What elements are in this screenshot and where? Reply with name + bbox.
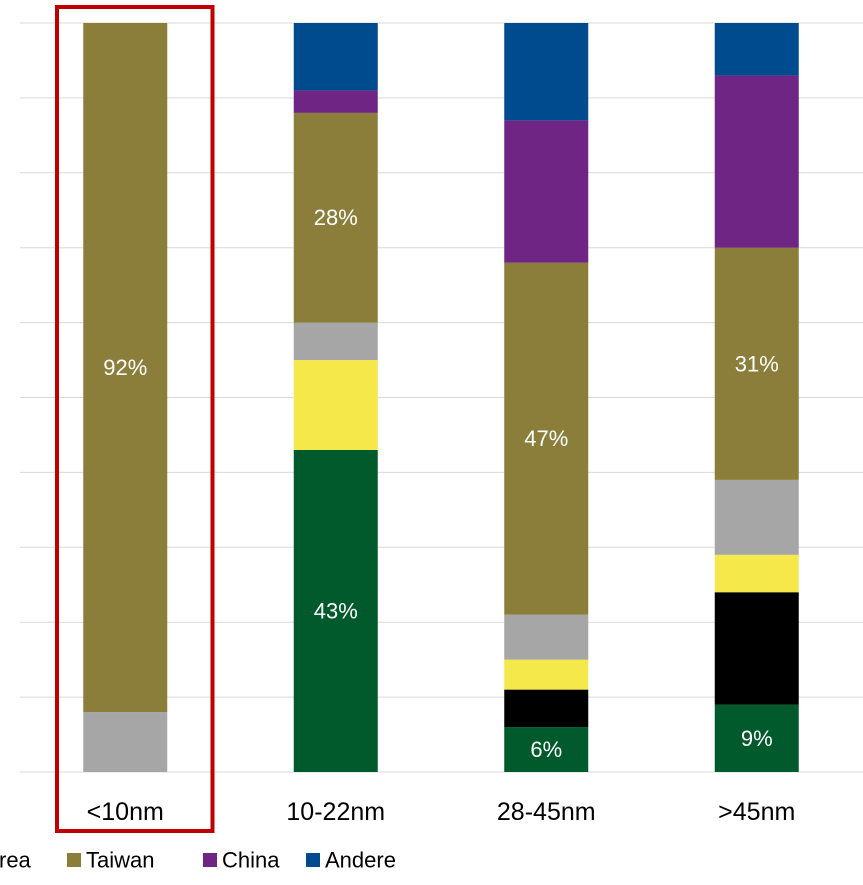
bar-segment-10-22nm-s3	[293, 360, 378, 450]
bar-segment-10nm-s4	[83, 712, 168, 772]
legend-label: China	[222, 848, 280, 873]
bar-segment-28-45nm-taiwan	[504, 262, 589, 615]
bar-segment-45nm-china	[714, 75, 799, 248]
bar-segment-28-45nm-s4	[504, 614, 589, 660]
data-label: 6%	[530, 737, 562, 762]
data-label: 31%	[735, 351, 779, 376]
data-label: 47%	[524, 426, 568, 451]
bar-segment-28-45nm-s1	[504, 727, 589, 772]
x-tick-label: <10nm	[87, 798, 164, 826]
data-labels: 92% 28% 43% 47% 6% 31% 9%	[103, 205, 779, 762]
data-label: 9%	[741, 726, 773, 751]
bar-segment-45nm-andere	[714, 23, 799, 76]
bar-segment-28-45nm-s3	[504, 659, 589, 690]
bar-segment-45nm-s2	[714, 592, 799, 705]
legend-swatch	[306, 853, 320, 867]
bar-segment-28-45nm-s2	[504, 689, 589, 728]
legend-label: Taiwan	[86, 848, 154, 873]
legend-swatch	[67, 853, 81, 867]
bar-stacks	[83, 23, 799, 772]
x-tick-label: >45nm	[718, 798, 795, 826]
bar-segment-10-22nm-china	[293, 90, 378, 113]
data-label: 28%	[314, 205, 358, 230]
bar-segment-10-22nm-s1	[293, 449, 378, 772]
bar-segment-45nm-s4	[714, 479, 799, 555]
bar-segment-10-22nm-taiwan	[293, 112, 378, 323]
x-tick-label: 28-45nm	[497, 798, 596, 826]
legend-label: rea	[0, 848, 32, 873]
highlight-box	[55, 5, 215, 833]
legend-swatch	[203, 853, 217, 867]
legend-label: Andere	[325, 848, 396, 873]
bar-segment-10nm-taiwan	[83, 23, 168, 713]
bar-segment-10-22nm-andere	[293, 23, 378, 91]
data-label: 92%	[103, 355, 147, 380]
bar-segment-45nm-s1	[714, 704, 799, 772]
data-label: 43%	[314, 598, 358, 623]
bar-segment-28-45nm-china	[504, 120, 589, 263]
bar-segment-10-22nm-s4	[293, 322, 378, 361]
bar-segment-28-45nm-andere	[504, 23, 589, 121]
bar-segment-45nm-s3	[714, 554, 799, 593]
x-tick-label: 10-22nm	[286, 798, 385, 826]
x-tick-labels: <10nm 10-22nm 28-45nm >45nm	[87, 798, 796, 826]
bar-segment-45nm-taiwan	[714, 247, 799, 480]
legend: rea Taiwan China Andere	[0, 848, 396, 873]
